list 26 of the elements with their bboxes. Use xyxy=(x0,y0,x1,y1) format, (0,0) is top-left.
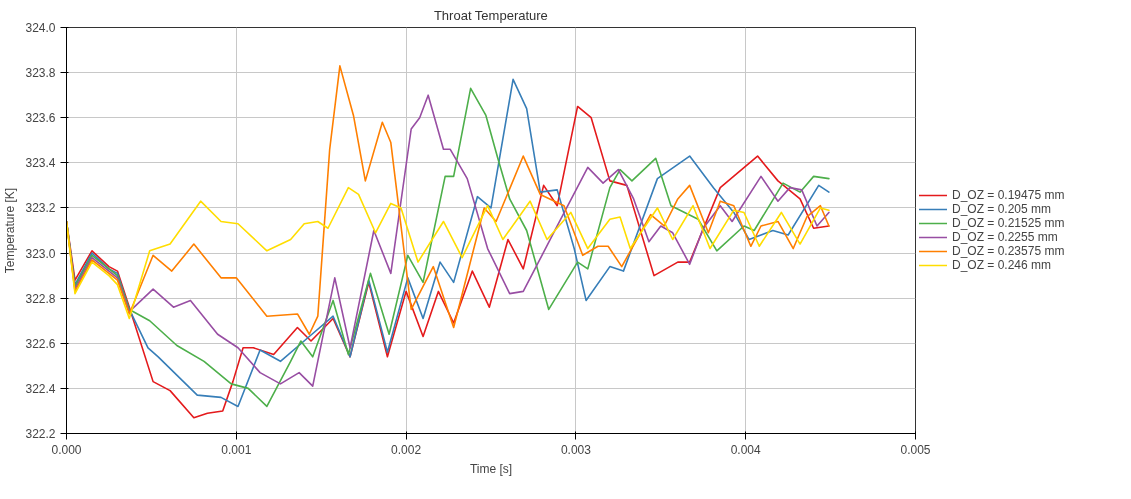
legend-label: D_OZ = 0.246 mm xyxy=(952,258,1052,272)
y-tick-label: 323.8 xyxy=(25,66,56,81)
line-series xyxy=(66,186,830,320)
x-tick-label: 0.005 xyxy=(900,442,931,457)
legend-label: D_OZ = 0.2255 mm xyxy=(952,230,1058,244)
y-tick-label: 322.8 xyxy=(25,291,56,306)
y-tick-label: 322.4 xyxy=(25,381,56,396)
x-tick-label: 0.002 xyxy=(391,442,422,457)
x-tick-label: 0.004 xyxy=(730,442,762,457)
y-tick-label: 323.4 xyxy=(25,156,56,171)
chart-title: Throat Temperature xyxy=(433,7,548,23)
y-tick-label: 323.0 xyxy=(25,246,56,261)
x-tick-label: 0.003 xyxy=(560,442,592,457)
legend-label: D_OZ = 0.21525 mm xyxy=(952,216,1065,230)
legend-label: D_OZ = 0.205 mm xyxy=(952,202,1052,216)
legend-label: D_OZ = 0.19475 mm xyxy=(952,188,1065,202)
x-tick-label: 0.000 xyxy=(51,442,82,457)
y-tick-label: 322.6 xyxy=(25,336,56,351)
y-tick-label: 324.0 xyxy=(25,21,56,35)
x-tick-label: 0.001 xyxy=(221,442,252,457)
legend-label: D_OZ = 0.23575 mm xyxy=(952,244,1065,258)
x-axis-title: Time [s] xyxy=(469,461,513,476)
y-tick-label: 322.2 xyxy=(25,427,56,441)
y-axis-title: Temperature [K] xyxy=(3,187,18,274)
y-tick-label: 323.6 xyxy=(25,111,56,126)
y-tick-label: 323.2 xyxy=(25,201,56,216)
